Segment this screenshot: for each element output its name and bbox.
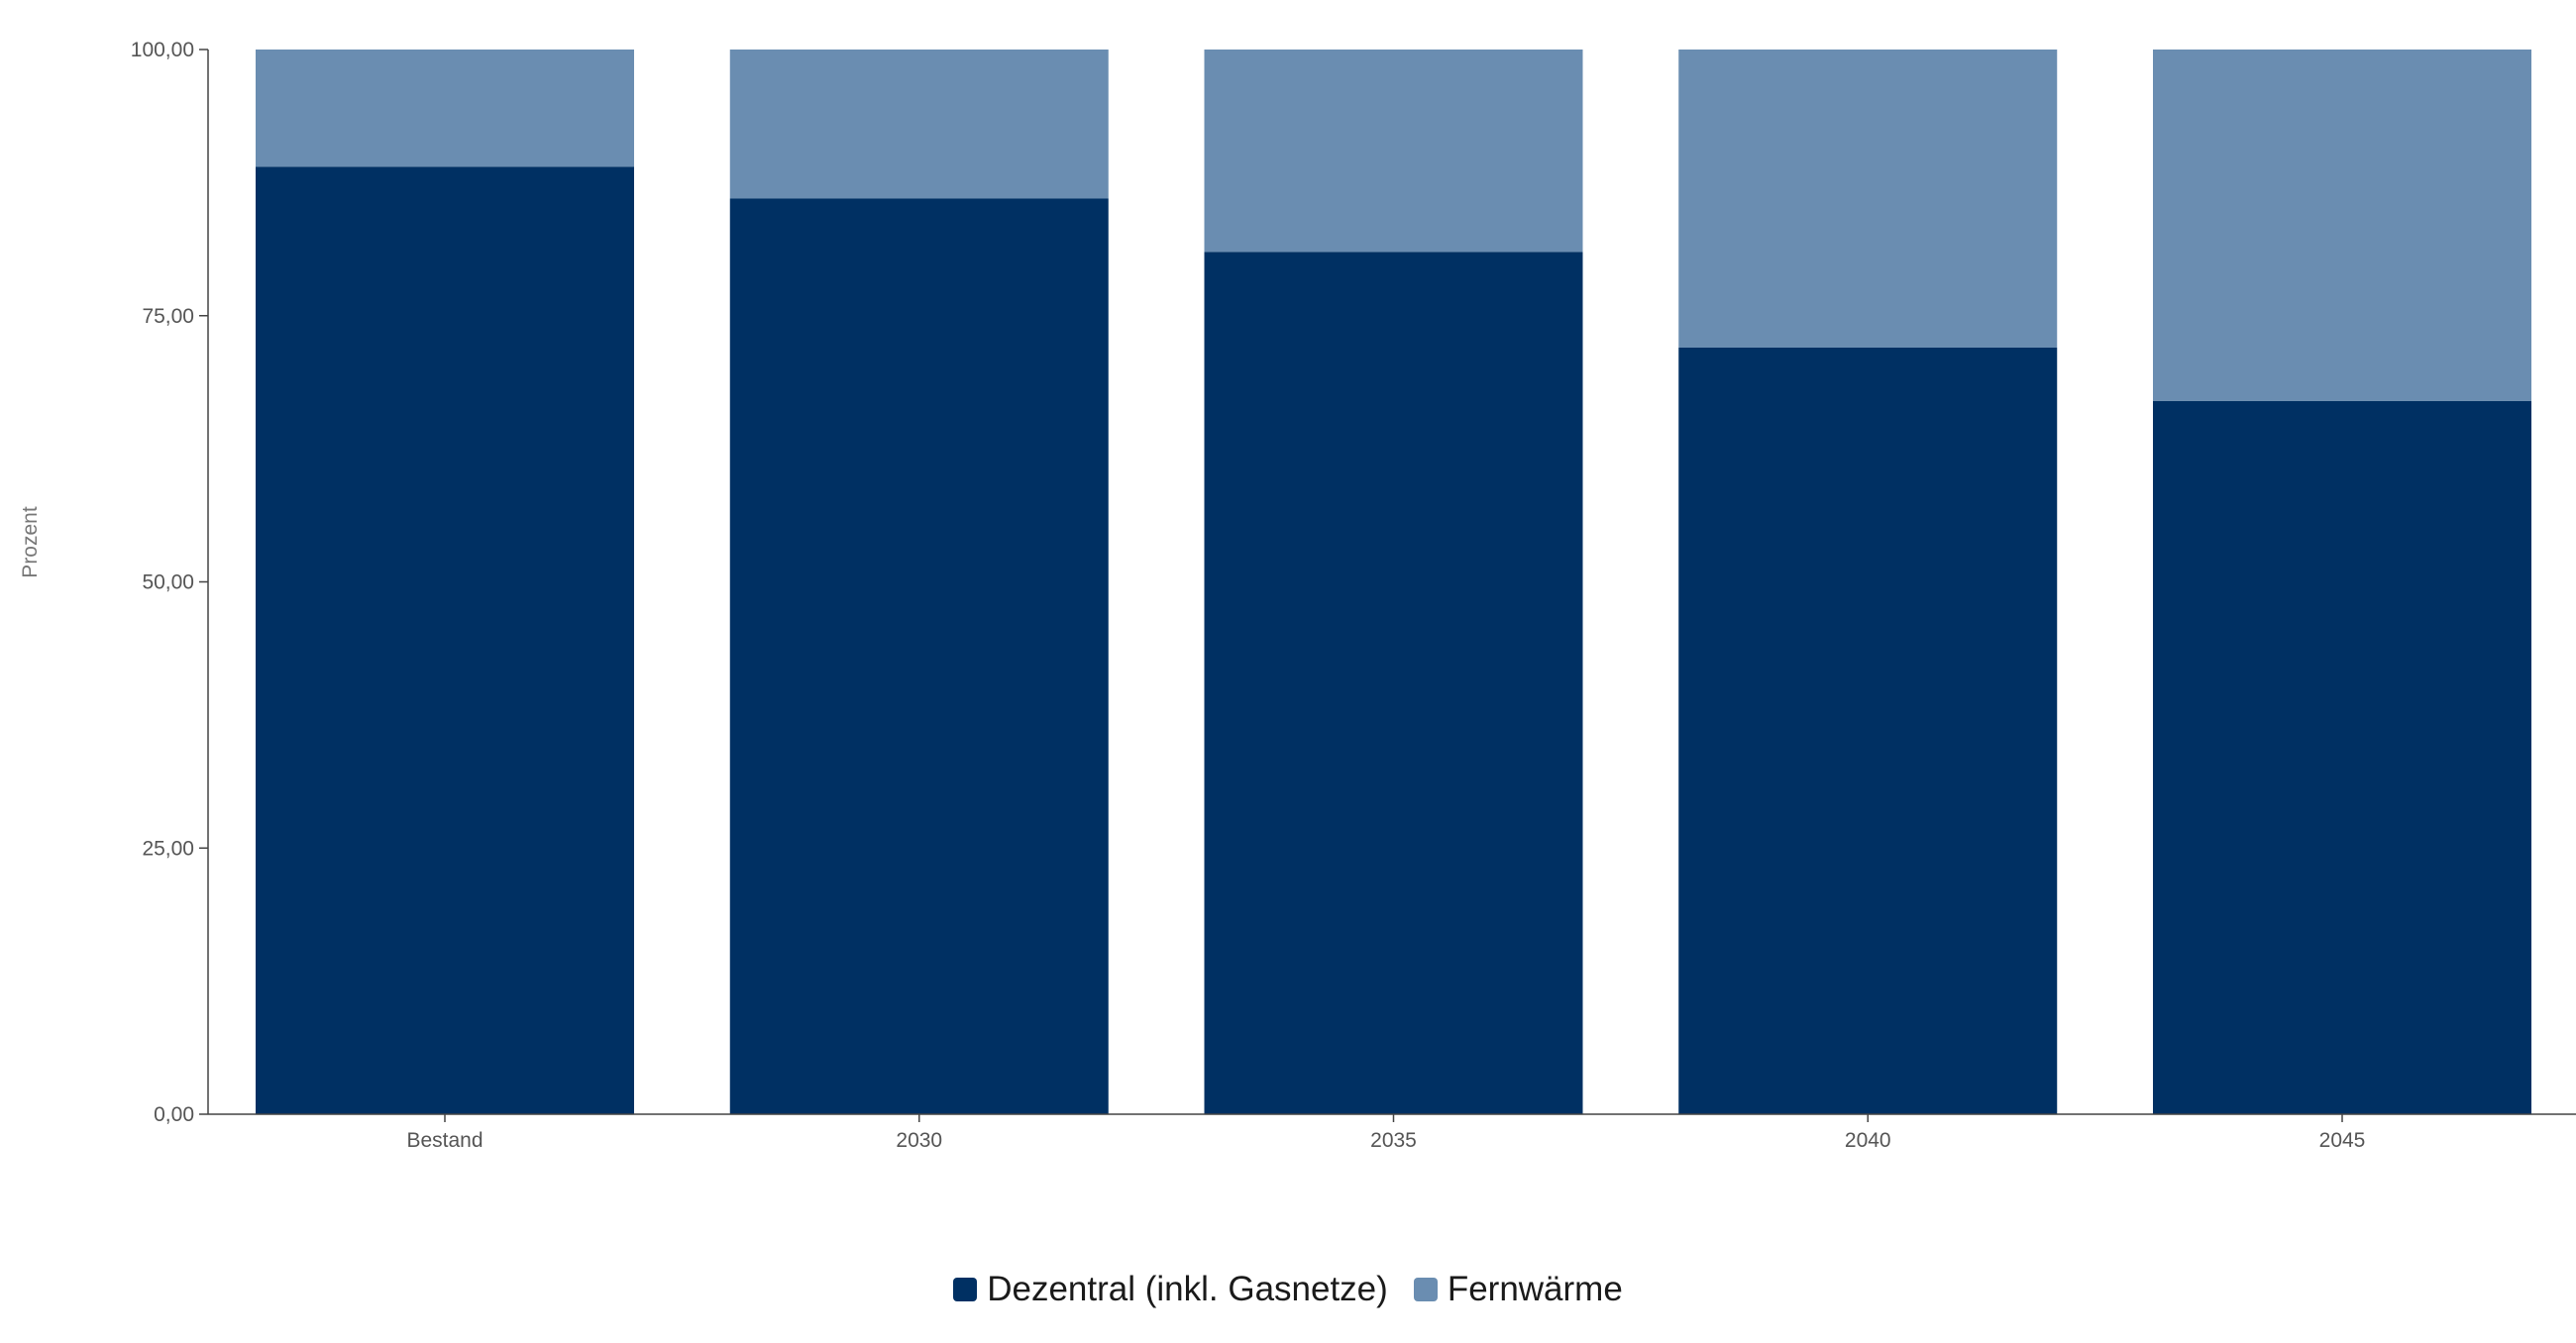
bar-dezentral-2045 xyxy=(2153,400,2531,1114)
labels-layer: Bestand 2030 2035 2040 2045 0,00 25,00 50,00 75,… xyxy=(19,39,2365,1152)
bar-dezentral-2030 xyxy=(729,198,1109,1114)
x-tick-label: 2035 xyxy=(1370,1129,1417,1152)
bar-fernwaerme-2040 xyxy=(1678,50,2058,348)
y-tick-label: 25,00 xyxy=(142,837,194,860)
x-tick-label: 2030 xyxy=(896,1129,942,1152)
bar-dezentral-2040 xyxy=(1678,348,2058,1114)
legend-item-dezentral[interactable]: Dezentral (inkl. Gasnetze) xyxy=(953,1270,1388,1309)
bar-fernwaerme-2030 xyxy=(729,50,1109,199)
y-tick-label: 100,00 xyxy=(131,39,194,61)
y-axis-title: Prozent xyxy=(19,506,42,578)
legend-label: Dezentral (inkl. Gasnetze) xyxy=(987,1270,1388,1308)
y-tick-label: 50,00 xyxy=(142,571,194,594)
bars-layer xyxy=(256,50,2531,1114)
x-tick-label: 2040 xyxy=(1845,1129,1891,1152)
bar-fernwaerme-2035 xyxy=(1204,50,1583,253)
legend-label: Fernwärme xyxy=(1447,1270,1623,1308)
x-tick-label: 2045 xyxy=(2319,1129,2366,1152)
axes-layer xyxy=(199,49,2576,1122)
legend-swatch xyxy=(953,1278,978,1301)
bar-dezentral-2035 xyxy=(1204,252,1583,1114)
y-tick-label: 75,00 xyxy=(142,305,194,328)
bar-dezentral-bestand xyxy=(256,166,634,1114)
legend: Dezentral (inkl. Gasnetze) Fernwärme xyxy=(0,1270,2576,1309)
bar-fernwaerme-bestand xyxy=(256,50,634,167)
x-tick-label: Bestand xyxy=(406,1129,483,1152)
legend-swatch xyxy=(1413,1278,1438,1301)
legend-item-fernwaerme[interactable]: Fernwärme xyxy=(1413,1270,1623,1309)
bar-fernwaerme-2045 xyxy=(2153,50,2531,401)
y-tick-label: 0,00 xyxy=(154,1103,194,1126)
